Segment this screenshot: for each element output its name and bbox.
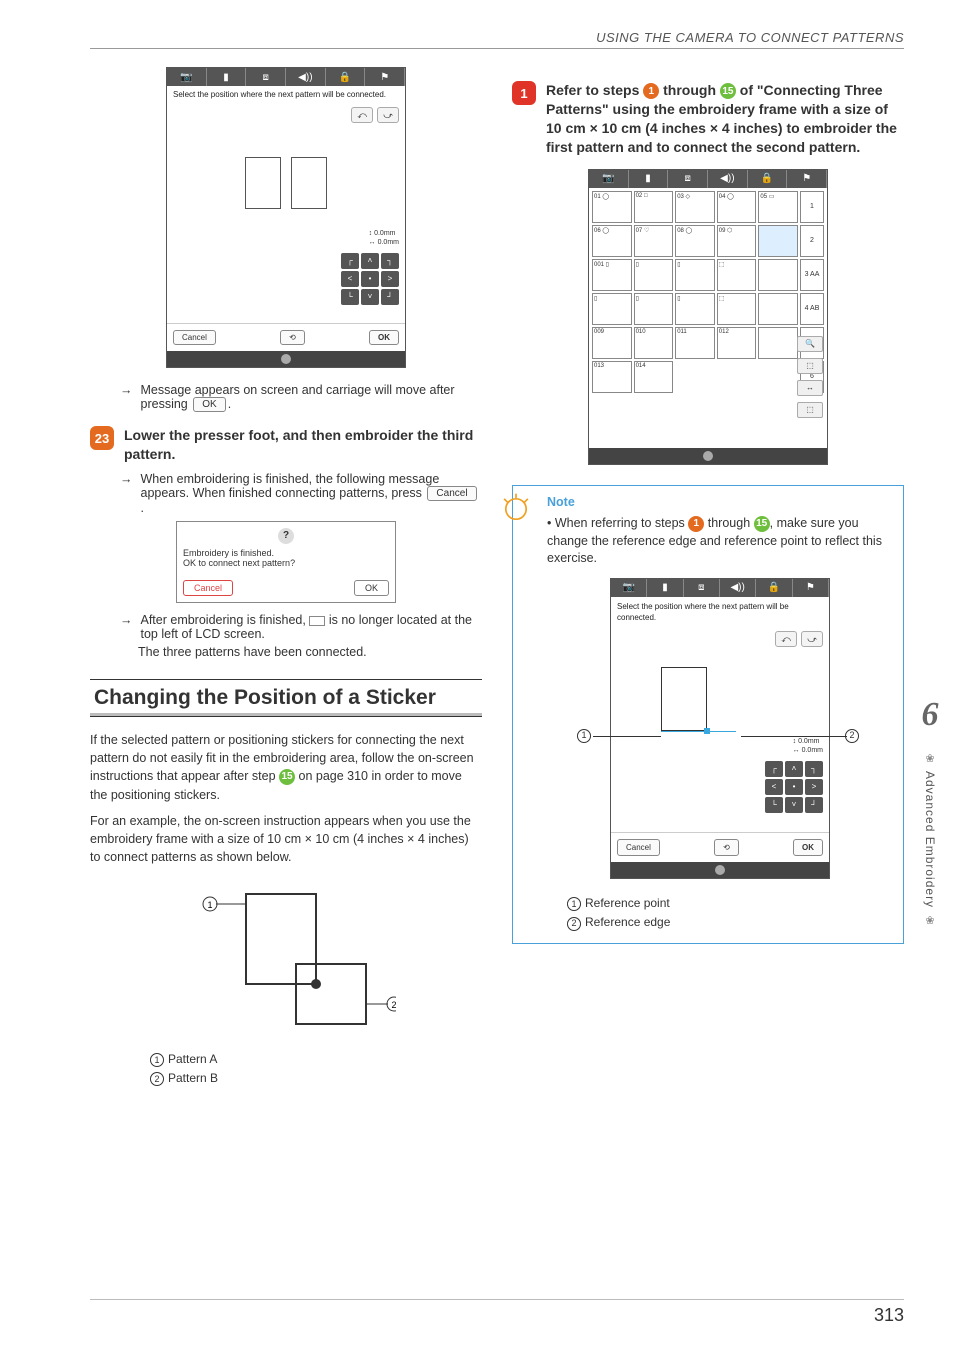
pattern-diagram: 1 2 <box>176 874 396 1044</box>
dialog-ok: OK <box>354 580 389 596</box>
lcd3-ok: OK <box>793 839 823 856</box>
note-title: Note <box>547 494 893 512</box>
dialog-line2: OK to connect next pattern? <box>183 558 389 568</box>
chapter-side-tab: 6 ❀ Advanced Embroidery ❀ <box>912 676 948 948</box>
chapter-num: 6 <box>922 696 939 734</box>
tab-flag-icon: ⚑ <box>365 68 405 86</box>
lcd1-ok: OK <box>369 330 399 345</box>
arrow2-text: When embroidering is finished, the follo… <box>141 472 483 515</box>
ref-2-marker: 2 <box>845 729 863 744</box>
section-heading: Changing the Position of a Sticker <box>90 679 482 717</box>
step-1-text: Refer to steps 1 through 15 of "Connecti… <box>546 81 904 157</box>
prev-btn: ⤺ <box>351 107 373 123</box>
opt2-icon: ↔ <box>797 380 823 396</box>
step-23-text: Lower the presser foot, and then embroid… <box>124 426 482 464</box>
arrow-icon: → <box>120 613 133 641</box>
finish-dialog: ? Embroidery is finished. OK to connect … <box>176 521 396 603</box>
dialog-line1: Embroidery is finished. <box>183 548 389 558</box>
step-1-badge: 1 <box>512 81 536 105</box>
lcd3-cancel: Cancel <box>617 839 660 856</box>
home-dot-icon <box>281 354 291 364</box>
direction-keypad: ┌˄┐ ˂•˃ └˅┘ <box>341 253 399 305</box>
note-bulb-icon <box>499 492 533 526</box>
page-header: USING THE CAMERA TO CONNECT PATTERNS <box>90 30 904 49</box>
arrow3-text: After embroidering is finished, is no lo… <box>141 613 483 641</box>
page-number: 313 <box>874 1305 904 1326</box>
pattern-rect-1 <box>245 157 281 209</box>
deco-icon: ❀ <box>925 914 934 927</box>
coord-y: 0.0mm <box>374 230 395 237</box>
opt3-icon: ⬚ <box>797 402 823 418</box>
deco-icon: ❀ <box>925 752 934 765</box>
ref-a: Reference point <box>585 896 670 910</box>
note-box: Note • When referring to steps 1 through… <box>512 485 904 944</box>
note-text: • When referring to steps 1 through 15, … <box>547 515 893 568</box>
arrow3c-text: The three patterns have been connected. <box>138 645 482 659</box>
connect-icon <box>309 616 325 626</box>
lcd1-message: Select the position where the next patte… <box>167 86 405 103</box>
diagram-legend: 1Pattern A 2Pattern B <box>150 1050 482 1088</box>
arrow-icon: → <box>120 472 133 515</box>
note-circ15: 15 <box>754 516 770 532</box>
dialog-cancel: Cancel <box>183 580 233 596</box>
ref-legend: 1Reference point 2Reference edge <box>567 894 893 932</box>
tab-doc-icon: ▮ <box>207 68 247 86</box>
step15-circle: 15 <box>279 769 295 785</box>
legend-a: Pattern A <box>168 1052 217 1066</box>
opt1-icon: ⬚ <box>797 358 823 374</box>
circ15: 15 <box>720 83 736 99</box>
next-btn: ⤻ <box>377 107 399 123</box>
tab-camera-icon: 📷 <box>167 68 207 86</box>
note-circ1: 1 <box>688 516 704 532</box>
tab-sound-icon: ◀)) <box>286 68 326 86</box>
lcd-screenshot-1: 📷 ▮ ⧈ ◀)) 🔒 ⚑ Select the position where … <box>166 67 406 368</box>
lcd1-mid: ⟲ <box>280 330 305 345</box>
lcd3-message: Select the position where the next patte… <box>611 597 829 627</box>
svg-text:2: 2 <box>391 1000 396 1010</box>
pattern-rect-2 <box>291 157 327 209</box>
zoom-icon: 🔍 <box>797 336 823 352</box>
tab-lock-icon: 🔒 <box>326 68 366 86</box>
legend-b: Pattern B <box>168 1071 218 1085</box>
tab-date-icon: ⧈ <box>246 68 286 86</box>
question-icon: ? <box>278 528 294 544</box>
lcd1-cancel: Cancel <box>173 330 216 345</box>
ok-inline-btn: OK <box>193 397 225 412</box>
ref-b: Reference edge <box>585 915 670 929</box>
arrow1-text: Message appears on screen and carriage w… <box>141 383 483 412</box>
cancel-inline-btn: Cancel <box>427 486 476 501</box>
para-2: For an example, the on-screen instructio… <box>90 812 482 866</box>
circ1: 1 <box>643 83 659 99</box>
arrow-icon: → <box>120 383 133 412</box>
chapter-label: Advanced Embroidery <box>923 771 937 908</box>
lcd-screenshot-2: 📷▮⧈ ◀))🔒⚑ 01 ◯ 02 □ 03 ◇ 04 ◯ 05 ▭ 1 06 … <box>588 169 828 465</box>
svg-text:1: 1 <box>207 900 212 910</box>
coord-x: 0.0mm <box>378 239 399 246</box>
para-1: If the selected pattern or positioning s… <box>90 731 482 804</box>
lcd1-coords: ↕ 0.0mm ↔ 0.0mm <box>369 229 399 247</box>
lcd-screenshot-3: 📷▮⧈ ◀))🔒⚑ Select the position where the … <box>610 578 830 880</box>
step-23-badge: 23 <box>90 426 114 450</box>
